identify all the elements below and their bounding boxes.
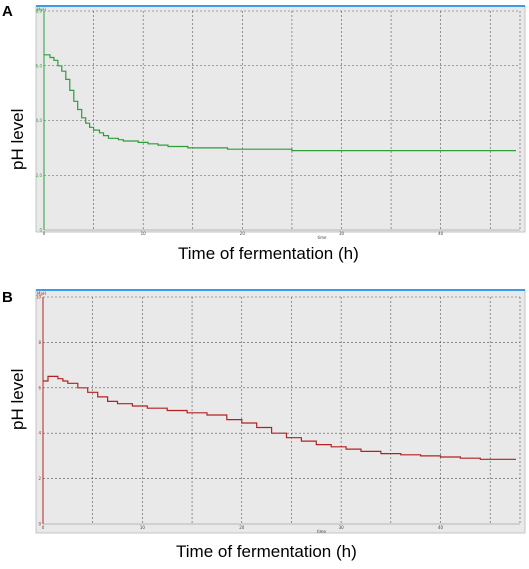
y-tick-label: 8,0 [36,9,43,14]
y-tick-label: 4,0 [36,118,43,123]
x-axis-label: Time of fermentation (h) [176,542,357,561]
x-tick-label: 30 [339,525,345,530]
x-tick-label: 20 [240,231,246,236]
series-line [43,375,516,460]
x-tick-label: 40 [438,231,444,236]
x-axis-title: time [317,529,327,534]
x-tick-label: 30 [339,231,345,236]
y-tick-label: 0 [39,228,42,233]
y-tick-label: 8 [38,340,41,345]
series-line [44,54,516,152]
panel-letter: B [2,289,13,306]
x-axis-label: Time of fermentation (h) [178,244,359,263]
x-tick-label: 0 [43,231,46,236]
y-tick-label: 6 [38,385,41,390]
y-tick-label: 4 [38,431,41,436]
y-axis-label: pH level [8,108,27,170]
plot-area [35,5,526,233]
panel-b: B 0 10 20 30 40 0 2 4 6 8 10 MpH time pH level Time … [0,284,529,569]
y-tick-label: 10 [36,295,42,300]
y-tick-label: 6,0 [36,63,43,68]
x-tick-label: 20 [239,525,245,530]
panel-a: A 0 10 20 30 40 0 2,0 4,0 6,0 8,0 MpH time pH level… [0,0,529,272]
y-tick-label: 2,0 [36,173,43,178]
y-tick-label: 0 [38,522,41,527]
x-tick-label: 0 [42,525,45,530]
y-axis-label: pH level [8,368,27,430]
x-tick-label: 10 [140,525,146,530]
x-tick-label: 10 [141,231,147,236]
x-tick-label: 40 [438,525,444,530]
unit-label: MpH [37,7,46,12]
unit-label: MpH [37,291,46,296]
y-tick-label: 2 [38,476,41,481]
panel-letter: A [2,3,13,20]
plot-area [35,289,526,534]
x-axis-title: time [317,235,327,240]
